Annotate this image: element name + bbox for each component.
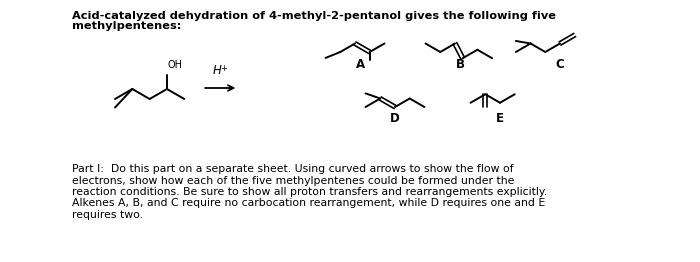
Text: C: C bbox=[556, 57, 564, 70]
Text: E: E bbox=[496, 112, 504, 125]
Text: A: A bbox=[356, 57, 365, 70]
Text: OH: OH bbox=[168, 60, 183, 70]
Text: B: B bbox=[456, 57, 465, 70]
Text: +: + bbox=[220, 64, 228, 73]
Text: Acid-catalyzed dehydration of 4-methyl-2-pentanol gives the following five: Acid-catalyzed dehydration of 4-methyl-2… bbox=[72, 11, 556, 21]
Text: reaction conditions. Be sure to show all proton transfers and rearrangements exp: reaction conditions. Be sure to show all… bbox=[72, 187, 547, 197]
Text: Part I:  Do this part on a separate sheet. Using curved arrows to show the flow : Part I: Do this part on a separate sheet… bbox=[72, 164, 514, 174]
Text: Alkenes A, B, and C require no carbocation rearrangement, while D requires one a: Alkenes A, B, and C require no carbocati… bbox=[72, 199, 545, 209]
Text: D: D bbox=[390, 112, 400, 125]
Text: requires two.: requires two. bbox=[72, 210, 143, 220]
Text: methylpentenes:: methylpentenes: bbox=[72, 21, 181, 31]
Text: electrons, show how each of the five methylpentenes could be formed under the: electrons, show how each of the five met… bbox=[72, 176, 514, 185]
Text: H: H bbox=[212, 64, 221, 77]
